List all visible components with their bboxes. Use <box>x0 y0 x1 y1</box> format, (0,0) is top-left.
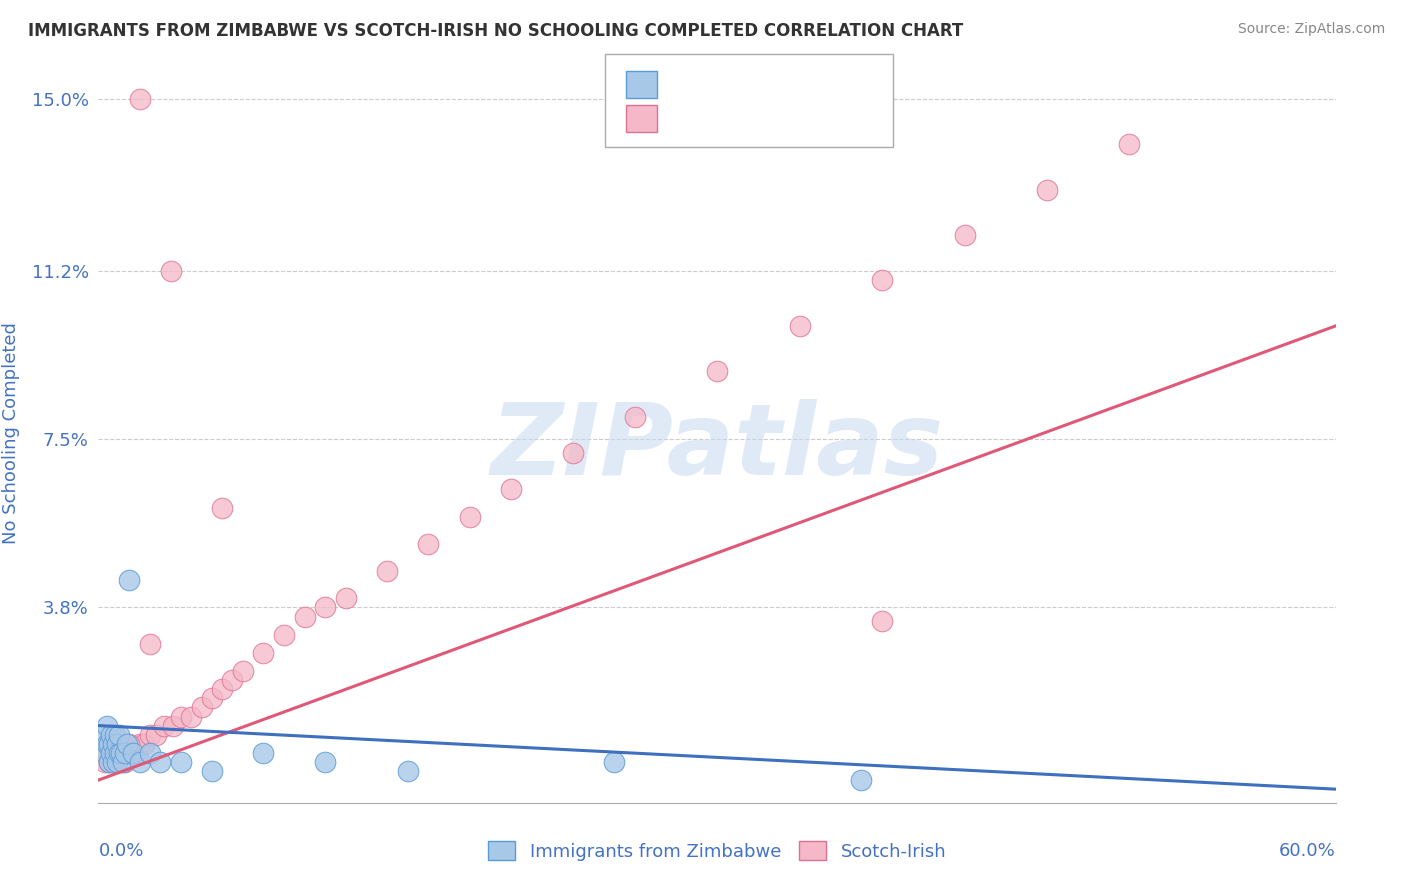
Point <box>128 92 150 106</box>
Point <box>104 728 127 742</box>
Point <box>104 746 127 760</box>
Point <box>93 755 115 769</box>
Point <box>789 318 811 333</box>
Point <box>100 728 122 742</box>
Text: 0.0%: 0.0% <box>98 842 143 860</box>
Point <box>112 755 135 769</box>
Point <box>118 573 141 587</box>
Text: ZIPatlas: ZIPatlas <box>491 399 943 496</box>
Point <box>211 500 233 515</box>
Point <box>162 718 184 732</box>
Point <box>1118 137 1140 152</box>
Point <box>1036 183 1059 197</box>
Point <box>101 755 124 769</box>
Point <box>706 364 728 378</box>
Point <box>105 737 128 751</box>
Point <box>97 755 120 769</box>
Point <box>499 483 522 497</box>
Point <box>117 737 139 751</box>
Point <box>117 746 139 760</box>
Point <box>110 755 132 769</box>
Point <box>108 746 131 760</box>
Point <box>273 628 295 642</box>
Point <box>100 746 122 760</box>
Point <box>870 614 893 628</box>
Text: IMMIGRANTS FROM ZIMBABWE VS SCOTCH-IRISH NO SCHOOLING COMPLETED CORRELATION CHAR: IMMIGRANTS FROM ZIMBABWE VS SCOTCH-IRISH… <box>28 22 963 40</box>
Point <box>110 746 132 760</box>
Point <box>96 718 118 732</box>
Text: N = 32: N = 32 <box>794 76 862 94</box>
Point <box>851 773 873 788</box>
Point <box>105 755 128 769</box>
Point <box>396 764 419 778</box>
Point <box>294 609 316 624</box>
Point <box>953 227 976 242</box>
Text: R = -0.219: R = -0.219 <box>665 76 770 94</box>
Y-axis label: No Schooling Completed: No Schooling Completed <box>3 322 21 543</box>
Point <box>128 737 150 751</box>
Point <box>101 737 124 751</box>
Point <box>153 718 176 732</box>
Point <box>97 755 120 769</box>
Point <box>114 746 136 760</box>
Point <box>139 746 162 760</box>
Point <box>201 764 224 778</box>
Point <box>120 746 142 760</box>
Point <box>201 691 224 706</box>
Point <box>132 737 155 751</box>
Point <box>159 264 181 278</box>
Point <box>170 709 193 723</box>
Point <box>128 755 150 769</box>
Point <box>190 700 212 714</box>
Point <box>91 728 114 742</box>
Point <box>418 537 440 551</box>
Point <box>149 755 172 769</box>
Point <box>108 746 131 760</box>
Point <box>603 755 626 769</box>
Legend: Immigrants from Zimbabwe, Scotch-Irish: Immigrants from Zimbabwe, Scotch-Irish <box>481 834 953 868</box>
Point <box>221 673 243 688</box>
Text: R =  0.571: R = 0.571 <box>665 110 769 128</box>
Point <box>112 746 135 760</box>
Point <box>93 746 115 760</box>
Point <box>314 600 336 615</box>
Point <box>114 755 136 769</box>
Point <box>232 664 254 678</box>
Point <box>623 409 645 424</box>
Point <box>139 637 162 651</box>
Point <box>96 737 118 751</box>
Point <box>170 755 193 769</box>
Point <box>145 728 167 742</box>
Point <box>97 737 120 751</box>
Point <box>118 737 141 751</box>
Point <box>314 755 336 769</box>
Point <box>108 728 131 742</box>
Point <box>180 709 202 723</box>
Point <box>124 746 146 760</box>
Point <box>458 509 481 524</box>
Point <box>100 746 122 760</box>
Text: 60.0%: 60.0% <box>1279 842 1336 860</box>
Point <box>335 591 357 606</box>
Point <box>375 564 398 578</box>
Point <box>252 746 274 760</box>
Point <box>252 646 274 660</box>
Text: N = 50: N = 50 <box>794 110 862 128</box>
Point <box>122 746 145 760</box>
Point <box>105 755 128 769</box>
Point <box>561 446 583 460</box>
Text: Source: ZipAtlas.com: Source: ZipAtlas.com <box>1237 22 1385 37</box>
Point <box>211 682 233 697</box>
Point <box>101 755 124 769</box>
Point <box>96 746 118 760</box>
Point <box>139 728 162 742</box>
Point <box>104 746 127 760</box>
Point <box>870 273 893 287</box>
